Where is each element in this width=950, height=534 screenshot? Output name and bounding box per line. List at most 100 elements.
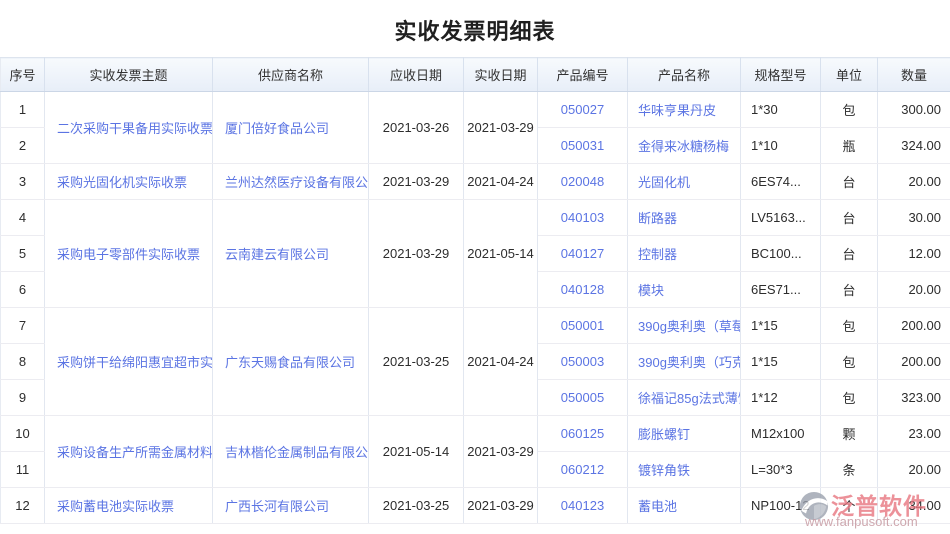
subject-link[interactable]: 采购饼干给绵阳惠宜超市实际收票: [44, 307, 213, 416]
quantity-cell: 34.00: [877, 487, 950, 524]
quantity-cell: 30.00: [877, 199, 950, 236]
product-code-link[interactable]: 040128: [537, 271, 628, 308]
quantity-cell: 300.00: [877, 91, 950, 128]
product-code-link[interactable]: 020048: [537, 163, 628, 200]
subject-link[interactable]: 二次采购干果备用实际收票: [44, 91, 213, 164]
supplier-link[interactable]: 广东天赐食品有限公司: [212, 307, 369, 416]
table-row: 12 采购蓄电池实际收票 广西长河有限公司 2021-03-25 2021-03…: [0, 487, 950, 524]
received-date-cell: 2021-04-24: [463, 307, 538, 416]
table-row: 4 采购电子零部件实际收票 云南建云有限公司 2021-03-29 2021-0…: [0, 199, 950, 308]
serial-cell: 8: [0, 343, 45, 380]
product-name-link[interactable]: 控制器: [627, 235, 741, 272]
product-name-link[interactable]: 镀锌角铁: [627, 451, 741, 488]
product-code-link[interactable]: 040103: [537, 199, 628, 236]
received-date-cell: 2021-05-14: [463, 199, 538, 308]
spec-cell: NP100-12: [740, 487, 821, 524]
serial-cell: 1: [0, 91, 45, 128]
supplier-link[interactable]: 吉林楷伦金属制品有限公司: [212, 415, 369, 488]
due-date-cell: 2021-03-25: [368, 487, 464, 524]
unit-cell: 台: [820, 235, 878, 272]
product-name-link[interactable]: 光固化机: [627, 163, 741, 200]
product-name-link[interactable]: 390g奥利奥（巧克力味）: [627, 343, 741, 380]
unit-cell: 包: [820, 343, 878, 380]
serial-cell: 5: [0, 235, 45, 272]
spec-cell: L=30*3: [740, 451, 821, 488]
supplier-link[interactable]: 厦门倍好食品公司: [212, 91, 369, 164]
product-name-link[interactable]: 华味亨果丹皮: [627, 91, 741, 128]
unit-cell: 台: [820, 199, 878, 236]
product-name-link[interactable]: 金得来冰糖杨梅: [627, 127, 741, 164]
column-header-product-name: 产品名称: [627, 57, 741, 92]
column-header-supplier: 供应商名称: [212, 57, 369, 92]
spec-cell: 1*15: [740, 343, 821, 380]
product-code-link[interactable]: 040123: [537, 487, 628, 524]
received-date-cell: 2021-03-29: [463, 487, 538, 524]
quantity-cell: 12.00: [877, 235, 950, 272]
received-date-cell: 2021-03-29: [463, 91, 538, 164]
table-row: 9 050005 徐福记85g法式薄饼 1*12 包 323.00: [0, 379, 950, 416]
serial-cell: 12: [0, 487, 45, 524]
received-date-cell: 2021-03-29: [463, 415, 538, 488]
subject-link[interactable]: 采购电子零部件实际收票: [44, 199, 213, 308]
product-code-link[interactable]: 050031: [537, 127, 628, 164]
supplier-link[interactable]: 兰州达然医疗设备有限公司: [212, 163, 369, 200]
received-date-cell: 2021-04-24: [463, 163, 538, 200]
unit-cell: 台: [820, 271, 878, 308]
unit-cell: 颗: [820, 415, 878, 452]
supplier-link[interactable]: 云南建云有限公司: [212, 199, 369, 308]
column-header-quantity: 数量: [877, 57, 950, 92]
column-header-subject: 实收发票主题: [44, 57, 213, 92]
header-row: 序号 实收发票主题 供应商名称 应收日期 实收日期 产品编号 产品名称 规格型号…: [0, 57, 950, 92]
column-header-serial: 序号: [0, 57, 45, 92]
serial-cell: 9: [0, 379, 45, 416]
subject-link[interactable]: 采购设备生产所需金属材料实际收票: [44, 415, 213, 488]
product-code-link[interactable]: 060212: [537, 451, 628, 488]
product-code-link[interactable]: 050001: [537, 307, 628, 344]
due-date-cell: 2021-05-14: [368, 415, 464, 488]
spec-cell: 1*15: [740, 307, 821, 344]
spec-cell: 6ES74...: [740, 163, 821, 200]
column-header-due-date: 应收日期: [368, 57, 464, 92]
product-name-link[interactable]: 断路器: [627, 199, 741, 236]
serial-cell: 2: [0, 127, 45, 164]
product-code-link[interactable]: 050027: [537, 91, 628, 128]
unit-cell: 个: [820, 487, 878, 524]
supplier-link[interactable]: 广西长河有限公司: [212, 487, 369, 524]
quantity-cell: 200.00: [877, 343, 950, 380]
product-name-link[interactable]: 模块: [627, 271, 741, 308]
table-row: 8 050003 390g奥利奥（巧克力味） 1*15 包 200.00: [0, 343, 950, 380]
column-header-received-date: 实收日期: [463, 57, 538, 92]
product-code-link[interactable]: 050005: [537, 379, 628, 416]
spec-cell: M12x100: [740, 415, 821, 452]
product-code-link[interactable]: 060125: [537, 415, 628, 452]
page-title: 实收发票明细表: [394, 19, 556, 44]
subject-link[interactable]: 采购蓄电池实际收票: [44, 487, 213, 524]
product-name-link[interactable]: 膨胀螺钉: [627, 415, 741, 452]
due-date-cell: 2021-03-25: [368, 307, 464, 416]
spec-cell: 1*10: [740, 127, 821, 164]
product-code-link[interactable]: 040127: [537, 235, 628, 272]
quantity-cell: 23.00: [877, 415, 950, 452]
table-row: 10 采购设备生产所需金属材料实际收票 吉林楷伦金属制品有限公司 2021-05…: [0, 415, 950, 488]
serial-cell: 4: [0, 199, 45, 236]
quantity-cell: 323.00: [877, 379, 950, 416]
table-row: 6 040128 模块 6ES71... 台 20.00: [0, 271, 950, 308]
quantity-cell: 200.00: [877, 307, 950, 344]
table-row: 3 采购光固化机实际收票 兰州达然医疗设备有限公司 2021-03-29 202…: [0, 163, 950, 200]
product-name-link[interactable]: 徐福记85g法式薄饼: [627, 379, 741, 416]
column-header-unit: 单位: [820, 57, 878, 92]
unit-cell: 包: [820, 91, 878, 128]
serial-cell: 7: [0, 307, 45, 344]
serial-cell: 10: [0, 415, 45, 452]
invoice-detail-table: 序号 实收发票主题 供应商名称 应收日期 实收日期 产品编号 产品名称 规格型号…: [0, 57, 950, 524]
serial-cell: 11: [0, 451, 45, 488]
product-name-link[interactable]: 蓄电池: [627, 487, 741, 524]
serial-cell: 3: [0, 163, 45, 200]
table-row: 1 二次采购干果备用实际收票 厦门倍好食品公司 2021-03-26 2021-…: [0, 91, 950, 164]
due-date-cell: 2021-03-29: [368, 199, 464, 308]
spec-cell: LV5163...: [740, 199, 821, 236]
product-name-link[interactable]: 390g奥利奥（草莓味）: [627, 307, 741, 344]
quantity-cell: 20.00: [877, 271, 950, 308]
subject-link[interactable]: 采购光固化机实际收票: [44, 163, 213, 200]
product-code-link[interactable]: 050003: [537, 343, 628, 380]
